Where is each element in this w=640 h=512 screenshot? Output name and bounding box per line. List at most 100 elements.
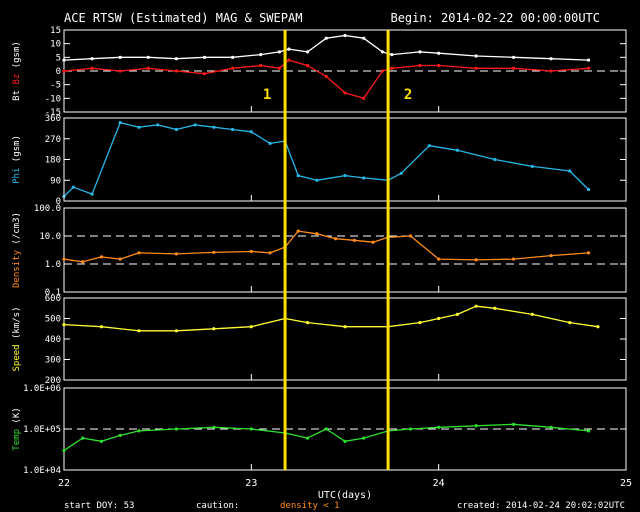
density-point bbox=[62, 257, 66, 261]
phi-point bbox=[296, 174, 300, 178]
density-point bbox=[352, 238, 356, 242]
y-axis-label-part: Density bbox=[12, 249, 22, 288]
bt-point bbox=[380, 50, 385, 54]
phi-point bbox=[362, 176, 366, 180]
y-tick-label: 270 bbox=[45, 135, 61, 145]
phi-point bbox=[455, 148, 459, 152]
density-point bbox=[174, 252, 178, 256]
density-point bbox=[549, 253, 553, 258]
bt-point bbox=[231, 55, 235, 59]
phi-point bbox=[493, 157, 497, 162]
bz-point bbox=[511, 66, 516, 70]
y-axis-label-part: (gsm) bbox=[12, 41, 22, 74]
density-point bbox=[315, 232, 319, 236]
y-axis-label-part: (K) bbox=[12, 407, 22, 429]
bz-point bbox=[380, 69, 385, 73]
y-axis-label-part: Speed bbox=[12, 344, 22, 371]
panel-temp: 1.0E+04 1.0E+05 1.0E+06 Temp (K) bbox=[12, 384, 627, 476]
y-tick-label: -15 bbox=[45, 108, 61, 118]
y-tick-label: 10 bbox=[50, 40, 61, 50]
bt-point bbox=[90, 57, 94, 61]
temp-point bbox=[137, 429, 141, 433]
y-tick-label: 100.0 bbox=[34, 204, 61, 214]
temp-series-line bbox=[63, 423, 589, 451]
phi-point bbox=[231, 127, 235, 132]
bz-point bbox=[324, 74, 328, 79]
panel-phi: 0 90 180 270 360 Phi (gsm) bbox=[12, 114, 627, 207]
phi-point bbox=[249, 130, 253, 134]
panel-frame bbox=[63, 207, 627, 293]
panel-frame bbox=[63, 117, 627, 202]
y-tick-label: 0 bbox=[56, 67, 61, 77]
y-axis-label: Temp (K) bbox=[12, 407, 22, 450]
bt-point bbox=[277, 50, 282, 54]
bz-point bbox=[231, 66, 235, 70]
temp-point bbox=[549, 425, 553, 429]
speed-point bbox=[137, 329, 141, 333]
speed-point bbox=[343, 325, 347, 329]
event-marker-label: 2 bbox=[404, 87, 412, 103]
temp-point bbox=[212, 425, 216, 429]
speed-point bbox=[62, 323, 66, 327]
phi-point bbox=[530, 164, 534, 169]
density-point bbox=[268, 251, 272, 255]
phi-point bbox=[343, 174, 347, 178]
bz-point bbox=[118, 69, 122, 73]
phi-point bbox=[427, 144, 431, 148]
density-point bbox=[511, 257, 516, 261]
phi-point bbox=[174, 127, 178, 132]
y-tick-label: 400 bbox=[45, 335, 61, 345]
density-point bbox=[296, 229, 300, 233]
y-tick-label: 200 bbox=[45, 376, 61, 386]
panel-density: 0.1 1.0 10.0 100.0 Density (/cm3) bbox=[12, 204, 627, 298]
temp-point bbox=[174, 427, 178, 431]
speed-point bbox=[455, 312, 459, 316]
phi-series-line bbox=[63, 121, 589, 197]
bz-point bbox=[202, 72, 207, 76]
y-axis-label-part: Bt bbox=[12, 90, 22, 101]
y-axis-label: Density (/cm3) bbox=[12, 212, 22, 288]
bz-point bbox=[277, 66, 282, 70]
phi-point bbox=[71, 185, 75, 189]
bz-point bbox=[174, 69, 178, 73]
density-point bbox=[371, 240, 375, 244]
bt-point bbox=[146, 55, 150, 59]
speed-point bbox=[437, 316, 441, 321]
bt-point bbox=[259, 53, 263, 57]
density-point bbox=[334, 237, 338, 241]
panel-speed: 200 300 400 500 600 Speed (km/s) bbox=[12, 294, 627, 386]
density-point bbox=[249, 249, 253, 254]
temp-point bbox=[305, 436, 310, 440]
y-tick-label: 360 bbox=[45, 114, 61, 124]
bz-point bbox=[549, 69, 553, 73]
speed-point bbox=[474, 304, 478, 308]
bt-point bbox=[511, 55, 516, 59]
bt-point bbox=[118, 55, 122, 59]
speed-point bbox=[99, 325, 104, 329]
bz-point bbox=[474, 66, 478, 70]
temp-point bbox=[586, 429, 591, 433]
x-axis-label: UTC(days) bbox=[318, 490, 372, 501]
y-tick-label: 500 bbox=[45, 315, 61, 325]
y-tick-label: 300 bbox=[45, 356, 61, 366]
density-point bbox=[118, 257, 122, 261]
y-axis-label-part: Bz bbox=[12, 74, 22, 90]
phi-point bbox=[137, 125, 141, 129]
bz-point bbox=[146, 66, 150, 70]
density-point bbox=[474, 258, 478, 262]
temp-point bbox=[118, 433, 122, 437]
y-tick-label: 1.0 bbox=[45, 260, 61, 270]
temp-point bbox=[437, 425, 441, 429]
start-doy: start DOY: 53 bbox=[64, 501, 134, 511]
speed-point bbox=[596, 325, 600, 329]
bz-point bbox=[259, 63, 263, 68]
temp-point bbox=[324, 427, 328, 431]
temp-point bbox=[343, 439, 347, 443]
bz-point bbox=[305, 63, 310, 68]
phi-point bbox=[315, 178, 319, 182]
bt-point bbox=[343, 33, 347, 38]
x-tick-label: 22 bbox=[58, 478, 70, 489]
bz-point bbox=[62, 69, 66, 73]
bt-point bbox=[305, 50, 310, 54]
